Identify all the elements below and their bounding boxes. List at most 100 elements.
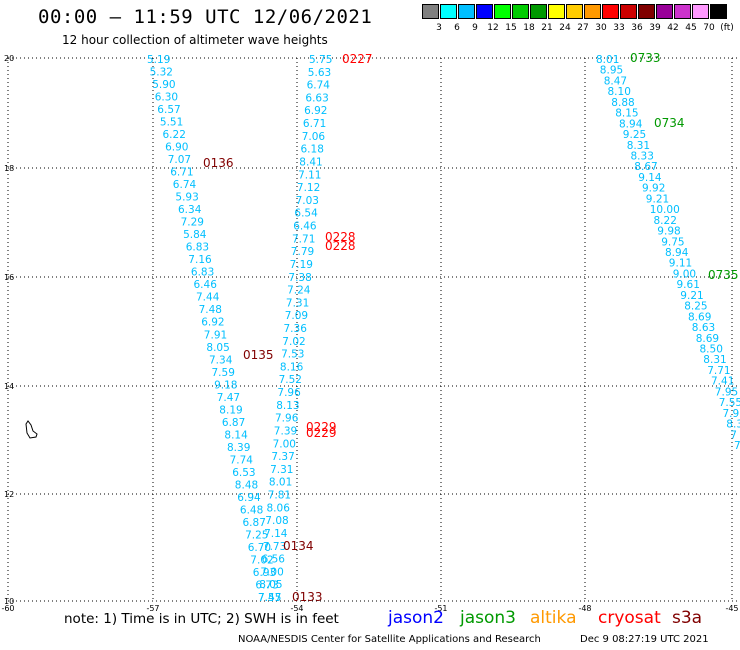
latitude-label: 14 — [4, 382, 14, 391]
swh-value-track-c: 9.61 — [677, 279, 700, 291]
swh-value-track-b: 8.41 — [299, 157, 322, 169]
map-title: 00:00 – 11:59 UTC 12/06/2021 — [38, 6, 373, 28]
swh-value-track-c: 8.33 — [631, 151, 654, 163]
swh-value-track-c: 8.69 — [688, 311, 711, 323]
swh-value-track-a: 7.34 — [209, 354, 233, 366]
scale-label: 30 — [595, 23, 607, 33]
swh-value-track-a: 8.14 — [224, 429, 248, 441]
mission-cryosat: cryosat — [598, 608, 661, 628]
lat-lon-grid — [7, 57, 740, 602]
swh-value-track-b: 7.81 — [268, 490, 291, 502]
swh-value-track-b: 7.12 — [297, 182, 320, 194]
swh-value-track-b: 7.14 — [264, 528, 288, 540]
pass-time-label: 0228 — [325, 239, 356, 253]
footer-credit: NOAA/NESDIS Center for Satellite Applica… — [238, 634, 541, 645]
swh-value-track-b: 7.96 — [275, 413, 299, 425]
scale-label: 3 — [436, 23, 442, 33]
swh-value-track-a: 9.18 — [214, 379, 237, 391]
mission-jason2: jason2 — [388, 608, 444, 628]
swh-value-track-b: 7.06 — [302, 131, 326, 143]
swh-value-track-b: 7.31 — [270, 464, 293, 476]
swh-value-track-a: 8.48 — [235, 479, 258, 491]
swh-value-track-c: 7 — [730, 429, 737, 441]
swh-value-track-c: 9.25 — [623, 129, 646, 141]
grid-labels: 20 18 16 14 12 10-60 -57 -54 -51 -48 -45 — [1, 54, 738, 613]
pass-time-label: 0229 — [306, 420, 337, 434]
swh-value-track-c: 7 — [734, 440, 740, 452]
swh-value-track-c: 8.63 — [692, 322, 715, 334]
swh-value-track-a: 6.70 — [248, 542, 271, 554]
longitude-label: -51 — [434, 604, 447, 613]
swh-value-track-a: 7.57 — [258, 592, 281, 604]
swh-value-track-a: 6.46 — [194, 279, 218, 291]
swh-value-track-a: 6.74 — [173, 179, 197, 191]
scale-label: 45 — [685, 23, 697, 33]
swh-value-track-b: 7.38 — [288, 272, 311, 284]
scale-swatch — [494, 4, 511, 19]
mission-altika: altika — [530, 608, 577, 628]
swh-value-track-c: 7.71 — [707, 365, 730, 377]
scale-label: 70 — [703, 23, 715, 33]
latitude-label: 16 — [4, 273, 14, 282]
swh-value-track-a: 6.34 — [178, 204, 202, 216]
swh-value-track-a: 7.91 — [204, 329, 227, 341]
scale-swatch — [530, 4, 547, 19]
pass-time-label: 0734 — [654, 116, 685, 130]
swh-value-track-a: 7.48 — [199, 304, 222, 316]
scale-swatch — [692, 4, 709, 19]
swh-value-track-c: 10.00 — [650, 204, 680, 216]
swh-value-track-a: 7.44 — [196, 292, 220, 304]
latitude-label: 12 — [4, 490, 14, 499]
legend-note: note: 1) Time is in UTC; 2) SWH is in fe… — [64, 611, 339, 627]
scale-label: 42 — [667, 23, 679, 33]
swh-value-track-c: 9.92 — [642, 183, 665, 195]
longitude-label: -48 — [578, 604, 591, 613]
swh-value-track-a: 6.87 — [243, 517, 266, 529]
swh-value-track-b: 8.01 — [269, 477, 292, 489]
swh-value-track-b: 8.16 — [280, 361, 304, 373]
swh-value-track-b: 7.19 — [290, 259, 313, 271]
swh-value-track-a: 6.73 — [255, 580, 278, 592]
swh-value-track-b: 7.36 — [284, 323, 308, 335]
pass-time-label: 0229 — [306, 426, 337, 440]
swh-value-track-b: 7.96 — [277, 387, 301, 399]
swh-value-track-a: 5.51 — [160, 117, 183, 129]
swh-value-track-b: 7.11 — [298, 169, 321, 181]
swh-value-track-a: 5.32 — [150, 67, 173, 79]
pass-time-label: 0134 — [283, 539, 314, 553]
scale-swatch — [710, 4, 727, 19]
swh-value-track-c: 8.67 — [634, 161, 657, 173]
swh-value-track-a: 5.19 — [147, 54, 170, 66]
scale-swatch — [440, 4, 457, 19]
scale-swatch — [638, 4, 655, 19]
scale-swatch — [548, 4, 565, 19]
swh-value-track-b: 6.63 — [305, 92, 328, 104]
swh-value-track-b: 7.24 — [287, 285, 311, 297]
scale-label: 18 — [523, 23, 535, 33]
swh-value-track-c: 7.41 — [711, 376, 734, 388]
swh-value-track-b: 8.05 — [259, 579, 282, 591]
map-subtitle: 12 hour collection of altimeter wave hei… — [62, 33, 328, 47]
swh-value-track-a: 7.74 — [230, 454, 254, 466]
swh-value-track-b: 6.92 — [304, 105, 327, 117]
swh-value-track-c: 9.11 — [669, 258, 692, 270]
pass-time-label: 0227 — [342, 52, 373, 66]
swh-value-track-a: 6.83 — [186, 242, 209, 254]
swh-value-track-c: 8.69 — [696, 333, 719, 345]
swh-value-track-c: 8.3 — [726, 419, 740, 431]
pass-time-label: 0136 — [203, 156, 234, 170]
swh-value-track-c: 8.94 — [665, 247, 689, 259]
swh-value-track-b: 7.09 — [285, 310, 308, 322]
swh-value-track-a: 7.25 — [245, 529, 268, 541]
swh-value-track-a: 6.90 — [165, 142, 188, 154]
swh-value-track-b: 7.39 — [274, 426, 297, 438]
swh-value-track-b: 6.56 — [262, 554, 286, 566]
swh-value-track-a: 6.57 — [157, 104, 180, 116]
scale-label: 39 — [649, 23, 661, 33]
swh-value-track-c: 8.01 — [596, 54, 619, 66]
longitude-label: -45 — [725, 604, 738, 613]
swh-value-track-b: 7.03 — [296, 195, 319, 207]
scale-label: (ft) — [720, 23, 734, 33]
scale-label: 15 — [505, 23, 517, 33]
swh-value-track-c: 7.9 — [723, 408, 740, 420]
